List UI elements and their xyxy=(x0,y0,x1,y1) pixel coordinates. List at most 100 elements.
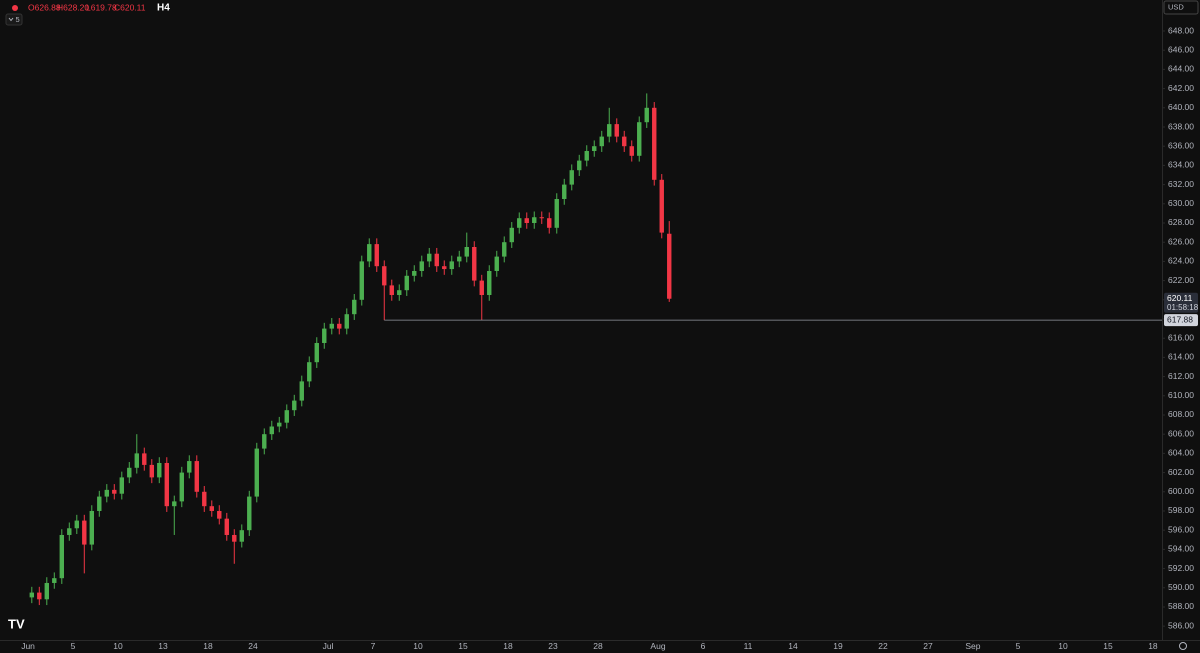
candle-body xyxy=(104,489,109,497)
candle-body xyxy=(299,381,304,401)
candle-body xyxy=(194,461,199,492)
y-tick-label: 610.00 xyxy=(1168,390,1194,400)
candle-body xyxy=(127,467,132,478)
price-line-box xyxy=(1164,314,1198,327)
logo[interactable]: TV xyxy=(8,616,25,631)
candle-body xyxy=(487,270,492,295)
candle-body xyxy=(149,464,154,478)
candle-body xyxy=(134,453,139,468)
x-tick-label: Jun xyxy=(21,641,35,651)
x-tick-label: 15 xyxy=(1103,641,1113,651)
y-tick-label: 614.00 xyxy=(1168,352,1194,362)
x-tick-label: 5 xyxy=(1016,641,1021,651)
candle-body xyxy=(292,400,297,411)
candle-body xyxy=(502,242,507,257)
x-tick-label: 7 xyxy=(371,641,376,651)
candle-body xyxy=(352,299,357,315)
candle-body xyxy=(202,491,207,507)
candle-body xyxy=(29,592,34,598)
candle-body xyxy=(389,285,394,295)
x-tick-label: 28 xyxy=(593,641,603,651)
candle-body xyxy=(434,253,439,267)
candle-body xyxy=(509,227,514,243)
x-tick-label: Sep xyxy=(965,641,980,651)
candle-body xyxy=(119,477,124,494)
candle-body xyxy=(607,124,612,137)
last-price-label: 620.11 xyxy=(1167,293,1193,303)
x-tick-label: 22 xyxy=(878,641,888,651)
currency-button[interactable] xyxy=(1163,0,1199,15)
candle-body xyxy=(622,136,627,147)
candle-body xyxy=(344,314,349,329)
candle-body xyxy=(82,520,87,545)
symbol-status-dot[interactable] xyxy=(12,5,18,11)
y-tick-label: 596.00 xyxy=(1168,524,1194,534)
candle-body xyxy=(247,496,252,531)
y-tick-label: 630.00 xyxy=(1168,198,1194,208)
y-tick-label: 590.00 xyxy=(1168,582,1194,592)
y-tick-label: 616.00 xyxy=(1168,332,1194,342)
candle-body xyxy=(172,501,177,507)
candle-body xyxy=(112,489,117,494)
x-tick-label: 10 xyxy=(1058,641,1068,651)
x-tick-label: Jul xyxy=(323,641,334,651)
candle-body xyxy=(262,434,267,449)
x-tick-label: 18 xyxy=(503,641,513,651)
x-tick-label: 5 xyxy=(71,641,76,651)
candle-body xyxy=(187,461,192,473)
candle-body xyxy=(494,256,499,271)
candle-body xyxy=(59,534,64,579)
settings-icon[interactable] xyxy=(1179,642,1187,650)
candle-body xyxy=(629,146,634,156)
candle-body xyxy=(584,151,589,161)
candle-body xyxy=(652,107,657,180)
y-tick-label: 598.00 xyxy=(1168,505,1194,515)
candle-body xyxy=(44,582,49,600)
candle-body xyxy=(224,518,229,535)
currency-label: USD xyxy=(1168,2,1184,11)
y-tick-label: 646.00 xyxy=(1168,44,1194,54)
chevron-icon xyxy=(8,17,14,22)
candle-body xyxy=(637,122,642,156)
y-tick-label: 612.00 xyxy=(1168,371,1194,381)
candle-body xyxy=(164,462,169,507)
candle-body xyxy=(374,244,379,267)
candle-body xyxy=(157,462,162,478)
y-tick-label: 642.00 xyxy=(1168,83,1194,93)
x-tick-label: 11 xyxy=(744,641,753,651)
candle-body xyxy=(554,198,559,228)
candle-body xyxy=(269,426,274,435)
x-tick-label: 24 xyxy=(248,641,258,651)
y-tick-label: 592.00 xyxy=(1168,563,1194,573)
indicators-toggle[interactable] xyxy=(5,13,23,26)
y-tick-label: 624.00 xyxy=(1168,256,1194,266)
y-tick-label: 594.00 xyxy=(1168,544,1194,554)
y-tick-label: 606.00 xyxy=(1168,428,1194,438)
candle-body xyxy=(449,261,454,270)
candle-body xyxy=(254,448,259,497)
candle-body xyxy=(457,256,462,262)
plot-area: 586.00 588.00 590.00 592.00 594.00 596.00 598.… xyxy=(21,25,1199,650)
y-tick-label: 586.00 xyxy=(1168,620,1194,630)
x-tick-label: 6 xyxy=(701,641,706,651)
interval-label[interactable]: H4 xyxy=(157,3,170,14)
ohlc-low: L619.78 xyxy=(86,2,117,12)
candle-body xyxy=(644,107,649,123)
candle-body xyxy=(464,246,469,257)
candle-body xyxy=(67,528,72,535)
ohlc-close: C620.11 xyxy=(114,2,146,12)
candle-body xyxy=(577,160,582,171)
candle-body xyxy=(427,253,432,262)
candle-body xyxy=(179,472,184,502)
candle-body xyxy=(329,323,334,329)
candle-body xyxy=(217,510,222,519)
candle-body xyxy=(442,266,447,270)
candle-body xyxy=(479,280,484,295)
ohlc-legend: O626.88 H628.20 L619.78 C620.11 xyxy=(28,2,146,12)
candle-body xyxy=(97,496,102,511)
candle-body xyxy=(239,530,244,542)
x-tick-label: 15 xyxy=(458,641,468,651)
x-tick-label: 18 xyxy=(203,641,213,651)
y-tick-label: 640.00 xyxy=(1168,102,1194,112)
